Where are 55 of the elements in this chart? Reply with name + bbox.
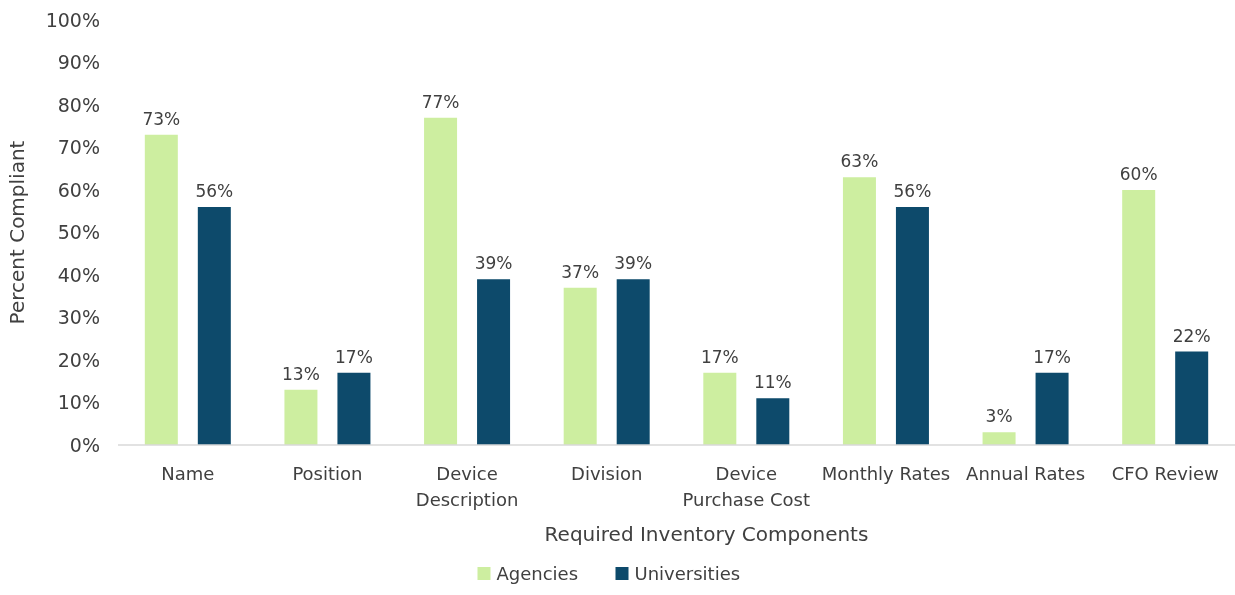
data-label: 3%: [985, 406, 1013, 427]
x-tick-label: Device Description: [415, 463, 519, 510]
bar: [1175, 351, 1209, 445]
data-label: 56%: [893, 181, 932, 201]
data-label: 60%: [1119, 164, 1158, 184]
bar: [144, 134, 178, 445]
data-label: 17%: [1033, 346, 1071, 367]
y-axis-title: Percent Compliant: [5, 140, 29, 325]
y-tick-label: 50%: [57, 221, 100, 244]
bar: [616, 279, 650, 445]
legend-label: Universities: [634, 563, 741, 585]
x-tick-label: Device Purchase Cost: [682, 463, 811, 510]
bar: [703, 372, 737, 445]
x-tick-label: CFO Review: [1111, 463, 1219, 484]
x-tick-label: Monthly Rates: [821, 463, 951, 484]
bar: [895, 207, 929, 445]
y-tick-label: 30%: [57, 306, 100, 329]
bar: [842, 177, 876, 445]
y-tick-label: 90%: [57, 51, 100, 74]
x-tick-label: Position: [292, 463, 363, 484]
bar: [1122, 190, 1156, 445]
data-label: 77%: [421, 91, 460, 112]
y-tick-label: 70%: [57, 136, 100, 159]
legend-label: Agencies: [496, 563, 579, 585]
bar: [563, 287, 597, 445]
x-axis-title: Required Inventory Components: [544, 522, 869, 546]
bar: [424, 117, 458, 445]
x-tick-label: Annual Rates: [966, 463, 1086, 484]
y-tick-label: 80%: [57, 93, 100, 116]
bar: [982, 432, 1016, 445]
x-tick-label: Division: [571, 463, 643, 484]
data-label: 13%: [282, 363, 320, 384]
bar: [337, 372, 371, 445]
data-label: 39%: [474, 253, 513, 274]
data-label: 73%: [142, 108, 181, 129]
data-label: 56%: [195, 181, 234, 201]
bar: [284, 389, 318, 445]
y-tick-label: 100%: [45, 8, 100, 31]
y-tick-label: 10%: [57, 391, 100, 414]
bar: [477, 279, 511, 445]
y-tick-label: 0%: [69, 433, 100, 456]
y-tick-label: 20%: [57, 348, 100, 371]
data-label: 17%: [700, 346, 739, 367]
y-tick-label: 60%: [57, 178, 100, 201]
bar: [756, 398, 790, 445]
bar: [197, 207, 231, 445]
data-label: 39%: [614, 253, 653, 274]
y-tick-label: 40%: [57, 263, 100, 286]
x-tick-label: Name: [161, 463, 215, 484]
data-label: 17%: [335, 346, 373, 367]
data-label: 22%: [1172, 325, 1211, 346]
bar: [1035, 372, 1069, 445]
data-label: 11%: [753, 372, 792, 393]
data-label: 63%: [840, 151, 879, 172]
data-label: 37%: [561, 261, 600, 282]
